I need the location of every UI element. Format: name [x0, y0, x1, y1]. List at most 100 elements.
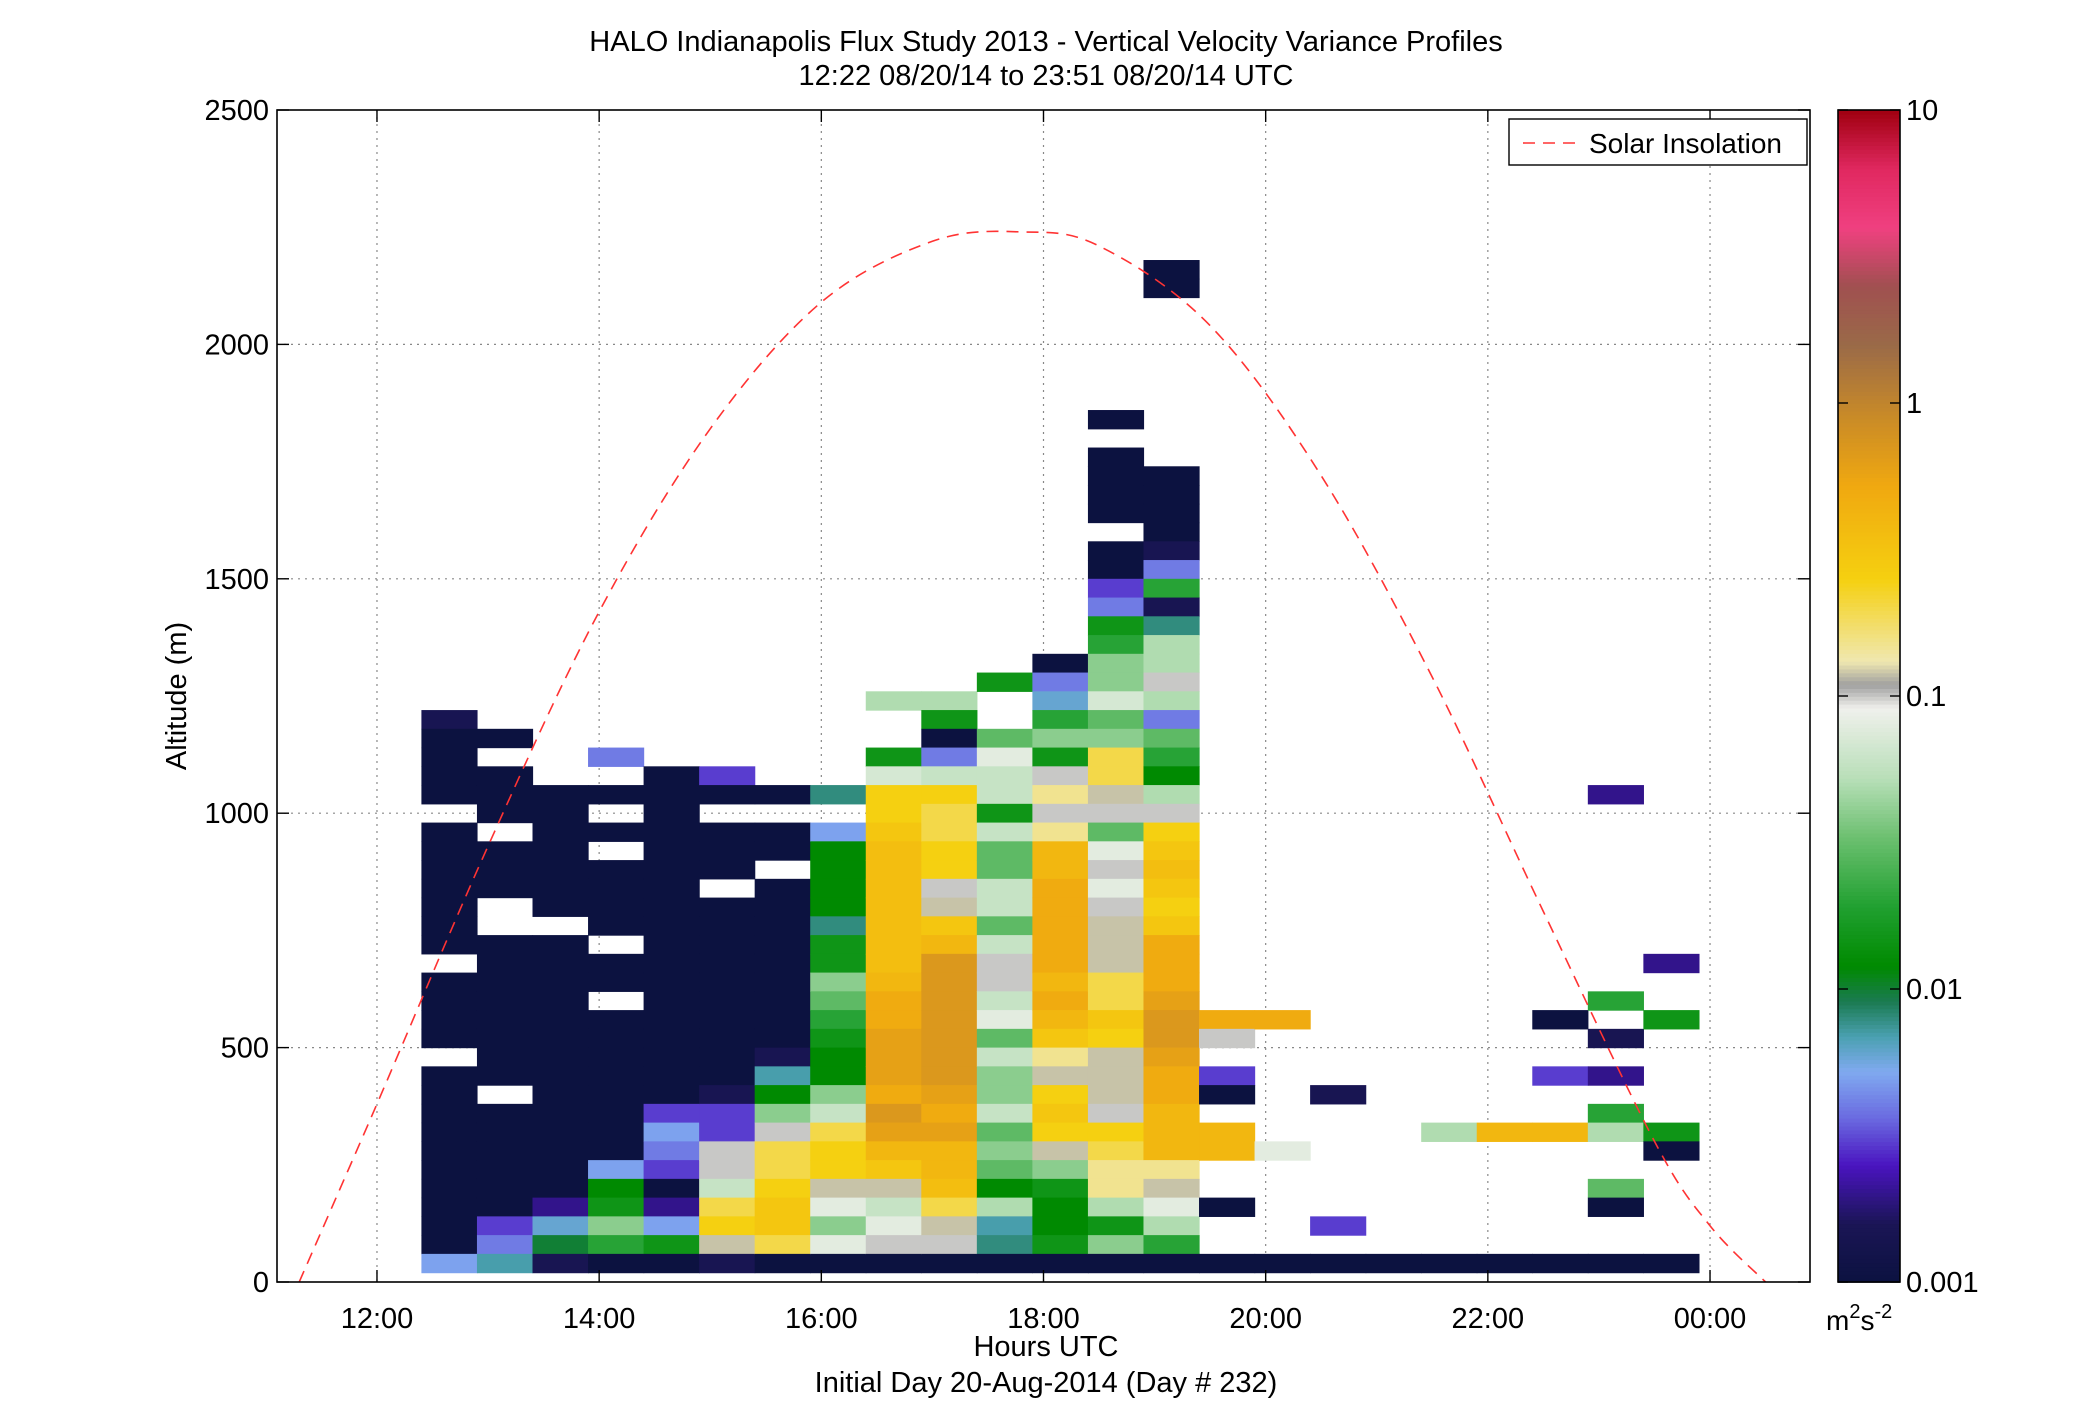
heatmap-cell [588, 1216, 645, 1236]
colorbar-segment [1838, 485, 1900, 490]
heatmap-cell [421, 972, 478, 992]
colorbar-segment [1838, 1168, 1900, 1174]
colorbar-segment [1838, 680, 1900, 686]
colorbar-segment [1838, 656, 1900, 662]
heatmap-cell [699, 1010, 756, 1030]
colorbar-segment [1838, 1082, 1900, 1088]
heatmap-cell [810, 1010, 867, 1030]
heatmap-cell [1087, 541, 1145, 561]
heatmap-cell [1143, 522, 1200, 542]
heatmap-cell [1143, 785, 1200, 805]
heatmap-cell [1032, 878, 1089, 899]
heatmap-cell [810, 878, 867, 899]
heatmap-cell [1032, 710, 1089, 730]
colorbar-segment [1838, 281, 1900, 287]
heatmap-cell [921, 897, 978, 917]
colorbar-segment [1838, 403, 1900, 408]
heatmap-cell [810, 860, 867, 880]
heatmap-cell [921, 1085, 978, 1105]
heatmap-cell [921, 1028, 978, 1049]
heatmap-cell [588, 1122, 645, 1142]
colorbar-segment [1838, 848, 1900, 854]
heatmap-cell [865, 1197, 922, 1217]
footer-label: Initial Day 20-Aug-2014 (Day # 232) [815, 1367, 1278, 1399]
colorbar-segment [1838, 442, 1900, 447]
heatmap-cell [921, 916, 978, 936]
colorbar-segment [1838, 977, 1900, 982]
heatmap-cell [476, 728, 534, 749]
heatmap-cell [1143, 691, 1200, 711]
heatmap-cell [810, 1122, 867, 1142]
colorbar-segment [1838, 719, 1900, 725]
colorbar-segment [1838, 641, 1900, 647]
heatmap-cell [1199, 1010, 1256, 1030]
colorbar-segment [1838, 711, 1900, 717]
heatmap-cell [421, 1253, 478, 1274]
heatmap-cell [754, 1066, 811, 1086]
colorbar-segment [1838, 121, 1900, 127]
heatmap-cell [1087, 860, 1145, 880]
x-axis-ticks: 12:00 14:00 16:00 18:00 20:00 22:00 00:00 [341, 110, 1747, 1335]
heatmap-cell [976, 1253, 1033, 1274]
heatmap-cell [976, 860, 1033, 880]
colorbar-segment [1838, 922, 1900, 928]
x-tick-label: 00:00 [1674, 1303, 1747, 1335]
colorbar-segment [1838, 1035, 1900, 1041]
heatmap-cell [976, 1085, 1033, 1105]
heatmap-cell [699, 1235, 756, 1255]
heatmap-cell [1032, 972, 1089, 992]
heatmap-cell [865, 1028, 922, 1049]
heatmap-cell [810, 935, 867, 955]
colorbar-segment [1838, 449, 1900, 455]
colorbar-segment [1838, 875, 1900, 881]
colorbar-segment [1838, 664, 1900, 670]
colorbar-segment [1838, 242, 1900, 248]
colorbar-tick-label: 0.1 [1906, 681, 1946, 713]
heatmap-cell [810, 972, 867, 992]
heatmap-cell [476, 766, 534, 786]
colorbar-segment [1838, 258, 1900, 264]
colorbar-segment [1838, 559, 1900, 564]
heatmap-cell [1032, 1028, 1089, 1049]
colorbar-segment [1838, 1156, 1900, 1162]
colorbar-segment [1838, 320, 1900, 326]
colorbar-segment [1838, 910, 1900, 916]
heatmap-cell [476, 991, 534, 1011]
colorbar-segment [1838, 1008, 1900, 1014]
heatmap-cell [1587, 1178, 1644, 1199]
heatmap-cell [865, 897, 922, 917]
heatmap-cell [421, 785, 478, 805]
heatmap-cell [1365, 1253, 1422, 1274]
x-tick-label: 18:00 [1007, 1303, 1080, 1335]
heatmap-cell [754, 1103, 811, 1124]
heatmap-cell [1143, 503, 1200, 524]
heatmap-cell [532, 1122, 589, 1142]
heatmap-cell [921, 841, 978, 861]
colorbar-segment [1838, 727, 1900, 732]
heatmap-cell [1032, 953, 1089, 974]
heatmap-cell [754, 935, 811, 955]
heatmap-cell [1143, 541, 1200, 561]
colorbar-segment [1838, 1031, 1900, 1037]
colorbar-segment [1838, 524, 1900, 529]
heatmap-cell [1143, 1122, 1200, 1142]
colorbar-segment [1838, 254, 1900, 260]
heatmap-cell [1643, 1010, 1700, 1030]
heatmap-cell [1254, 1010, 1311, 1030]
heatmap-cell [532, 1178, 589, 1199]
y-tick-label: 1000 [204, 798, 269, 830]
colorbar-segment [1838, 688, 1900, 693]
heatmap-cell [643, 1122, 700, 1142]
colorbar-segment [1838, 426, 1900, 432]
heatmap-cell [699, 860, 756, 880]
heatmap-cell [1643, 1122, 1700, 1142]
colorbar-segment [1838, 445, 1900, 451]
heatmap-cell [865, 785, 922, 805]
heatmap-cell [1032, 916, 1089, 936]
heatmap-cell [865, 691, 922, 711]
heatmap-cell [1143, 1178, 1200, 1199]
heatmap-cell [532, 935, 589, 955]
heatmap-cell [476, 1010, 534, 1030]
heatmap-cell [643, 1066, 700, 1086]
colorbar-segment [1838, 1043, 1900, 1049]
